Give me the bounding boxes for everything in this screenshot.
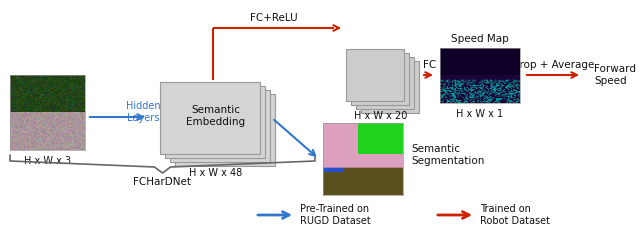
Bar (160, 82, 260, 154)
Text: Semantic
Embedding: Semantic Embedding (186, 105, 246, 127)
Text: H x W x 1: H x W x 1 (456, 109, 504, 119)
Bar (356, 57, 414, 109)
Text: FCHarDNet: FCHarDNet (134, 177, 191, 187)
Text: Hidden
Layers: Hidden Layers (125, 101, 160, 123)
Bar (165, 86, 265, 158)
Text: H x W x 3: H x W x 3 (24, 156, 71, 166)
Text: Speed Map: Speed Map (451, 34, 509, 44)
Bar (346, 49, 404, 101)
Text: Crop + Average: Crop + Average (512, 60, 594, 70)
Bar (351, 53, 409, 105)
Text: FC+ReLU: FC+ReLU (250, 13, 298, 23)
Bar (175, 94, 275, 166)
Text: FC: FC (423, 60, 436, 70)
Text: H x W x 20: H x W x 20 (355, 111, 408, 121)
Text: H x W x 48: H x W x 48 (189, 168, 243, 178)
Text: Trained on
Robot Dataset: Trained on Robot Dataset (480, 204, 550, 226)
Text: Forward
Speed: Forward Speed (594, 64, 636, 86)
Bar (170, 90, 270, 162)
Text: Pre-Trained on
RUGD Dataset: Pre-Trained on RUGD Dataset (300, 204, 371, 226)
Bar (361, 61, 419, 113)
Text: Semantic
Segmentation: Semantic Segmentation (411, 144, 484, 166)
